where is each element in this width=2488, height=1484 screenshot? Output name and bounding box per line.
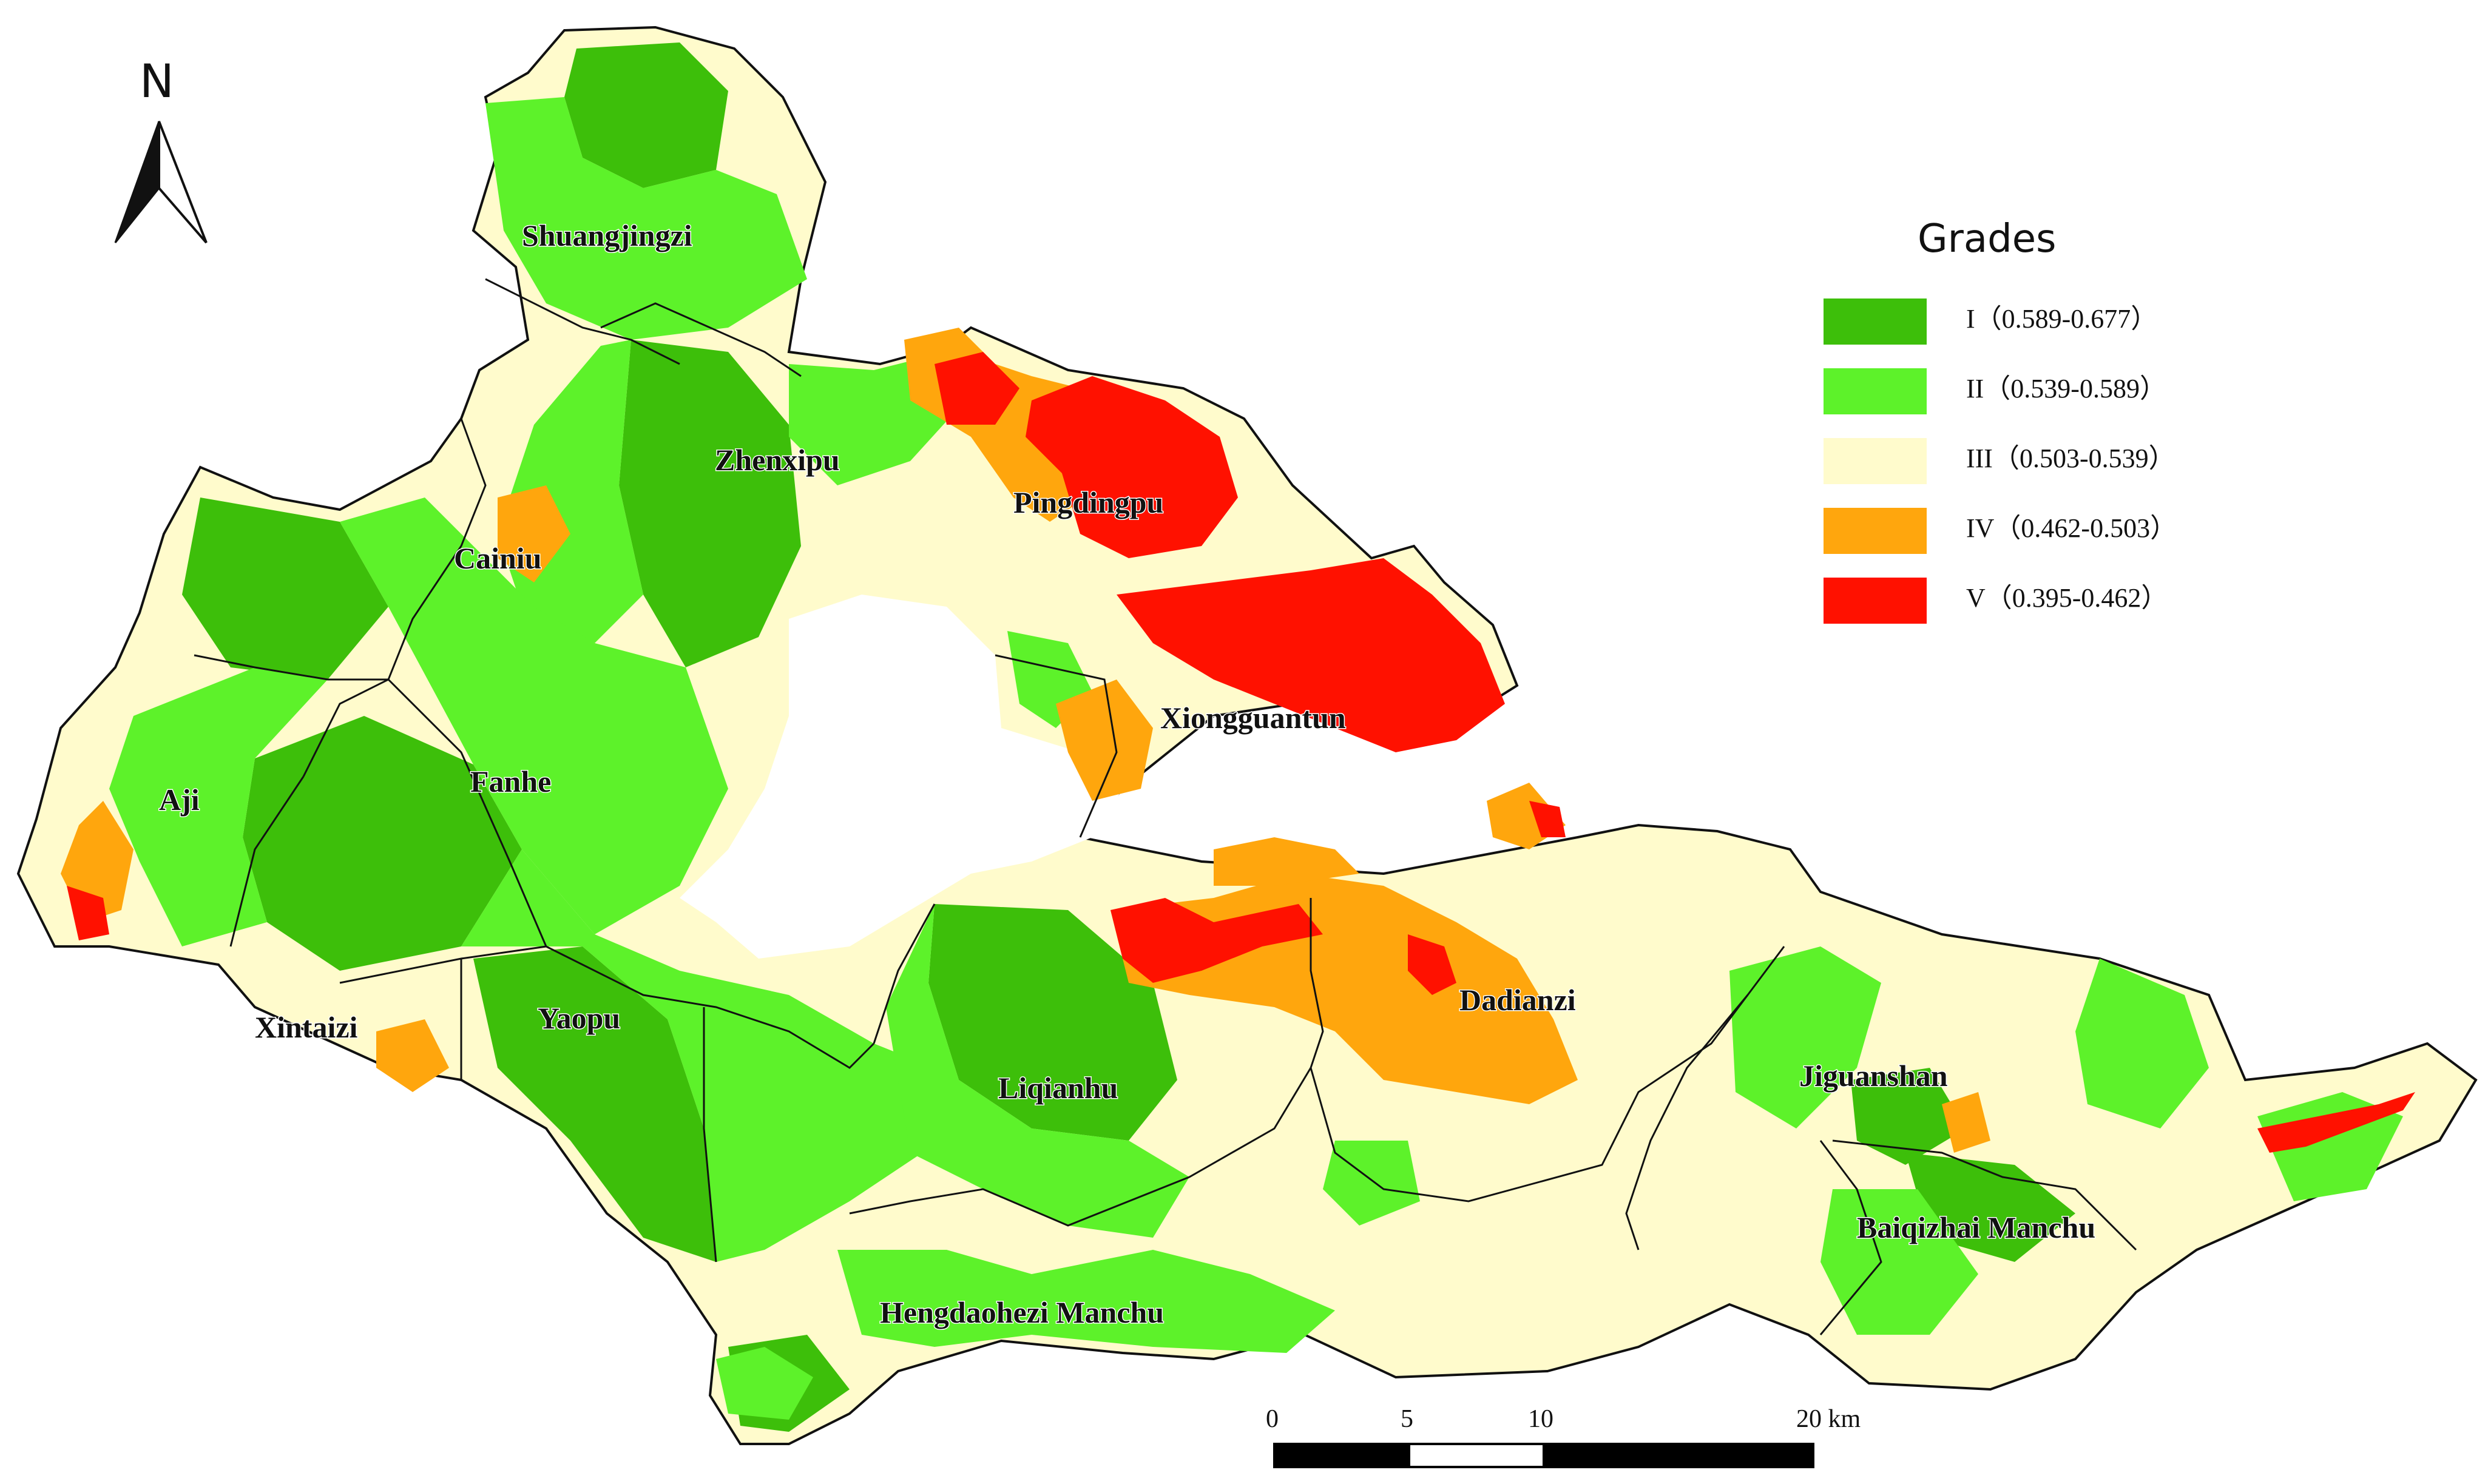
legend-swatch-grade-II [1824,368,1927,414]
legend-label-grade-IV: IV（0.462-0.503） [1966,513,2177,543]
scale-segment-5-10 [1408,1443,1545,1468]
grade-V-patch [1117,558,1505,752]
label-dadianzi: Dadianzi [1459,983,1576,1017]
label-fanhe: Fanhe [470,764,551,798]
label-aji: Aji [159,783,200,817]
legend-label-grade-II: II（0.539-0.589） [1966,374,2166,403]
legend-title: Grades [1918,217,2056,261]
grade-II-patch [340,497,728,934]
label-baiqizhai-manchu: Baiqizhai Manchu [1857,1210,2095,1244]
place-labels: Shuangjingzi Zhenxipu Pingdingpu Cainiu … [158,218,2097,1331]
legend-swatch-grade-IV [1824,508,1927,554]
boundary-line [302,418,487,777]
grade-I-patch [473,946,716,1262]
grade-IV-patch [376,1019,449,1092]
boundary-line [1819,1140,1882,1335]
grade-V-patch [1408,934,1456,995]
grade-II-patch [837,1250,1335,1353]
legend-swatch-grade-III [1824,438,1927,484]
grade-II-patch [1820,1189,1978,1335]
grade-II-patch [886,904,1189,1238]
boundary-line [229,776,305,947]
north-letter: N [140,54,174,108]
boundary-line [387,678,547,947]
legend-label-grade-III: III（0.503-0.539） [1966,444,2175,473]
legend-swatch-grade-V [1824,578,1927,624]
label-xintaizi: Xintaizi [255,1010,358,1044]
grade-V-patch [2257,1092,2415,1153]
grade-I-patch [928,904,1177,1141]
grade-V-patch [1026,376,1238,558]
scale-bar: 0 5 10 20 km [1266,1405,1861,1468]
grade-IV-patch [498,485,570,582]
legend-label-grade-V: V（0.395-0.462） [1966,583,2168,613]
label-shuangjingzi: Shuangjingzi [522,218,692,252]
grade-V-patch [67,886,109,940]
legend-label-grade-I: I（0.589-0.677） [1966,304,2157,334]
grade-V-patch [935,352,1019,425]
boundary-line [995,654,1118,838]
grade-II-patch [1729,946,1881,1128]
label-pingdingpu: Pingdingpu [1013,485,1163,519]
grade-I-patch [182,497,388,680]
grade-V-patch [1110,898,1323,983]
boundary-line [849,1067,1312,1227]
legend: Grades I（0.589-0.677） II（0.539-0.589） II… [1824,217,2177,624]
label-zhenxipu: Zhenxipu [715,443,840,477]
reservoir-area [680,595,1123,959]
township-boundaries [194,278,2137,1335]
grade-I-patch [619,340,801,667]
scale-segment-10-20 [1543,1443,1814,1468]
label-xiongguantun: Xiongguantun [1160,701,1346,735]
boundary-line [703,1007,717,1263]
scale-tick-5: 5 [1401,1405,1413,1433]
grade-II-patch [716,1347,813,1420]
grade-II-patch [461,849,935,1262]
north-arrow-right-half [158,121,208,244]
grade-II-patch [2075,959,2209,1128]
label-liqianhu: Liqianhu [998,1071,1118,1105]
grade-I-patch [1851,1068,1966,1165]
label-cainiu: Cainiu [454,541,542,575]
label-hengdaohezi-manchu: Hengdaohezi Manchu [880,1295,1164,1329]
grade-IV-patch [1942,1092,1990,1153]
boundary-line [194,654,388,681]
north-arrow-icon: N [114,54,208,244]
grade-II-areas [109,97,2403,1420]
boundary-line [1310,898,1324,1068]
scale-tick-20: 20 km [1796,1405,1861,1433]
boundary-line [1625,994,1749,1250]
legend-swatch-grade-I [1824,298,1927,345]
scale-tick-0: 0 [1266,1405,1279,1433]
boundary-line [546,945,875,1069]
scale-segment-0-5 [1273,1443,1410,1468]
label-yaopu: Yaopu [538,1001,620,1035]
scale-tick-10: 10 [1528,1405,1553,1433]
label-jiguanshan: Jiguanshan [1799,1059,1948,1093]
grade-II-patch [485,97,807,340]
boundary-line [1310,946,1785,1202]
grade-IV-patch [1056,680,1153,801]
grade-II-patch [109,667,328,946]
grade-V-patch [1529,801,1566,837]
grade-V-areas [67,352,2415,1153]
grade-I-patch [564,42,728,188]
north-arrow-left-half [114,121,160,243]
grade-I-patch [243,716,522,971]
grade-IV-patch [1214,837,1359,886]
boundary-line [873,903,936,1044]
boundary-line [485,278,680,365]
boundary-line [1832,1139,2137,1251]
boundary-line [600,302,802,377]
